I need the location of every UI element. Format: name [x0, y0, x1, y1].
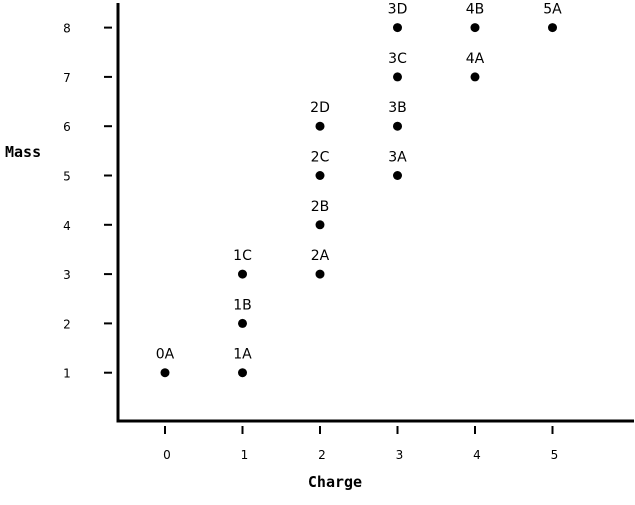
- data-point-2d: [315, 121, 325, 131]
- y-tick-label: 2: [63, 317, 71, 331]
- data-point-2b: [315, 220, 325, 230]
- data-label-1a: 1A: [233, 347, 252, 363]
- y-tick-label: 1: [63, 367, 71, 381]
- data-label-5a: 5A: [543, 2, 562, 18]
- data-point-2a: [315, 269, 325, 279]
- data-point-3a: [393, 171, 402, 180]
- data-label-1b: 1B: [233, 297, 252, 313]
- data-points: 0A 1A 1B 1C 2A 2B 2C 2D 3A 3B 3C 3D 4A 4B 5A: [156, 2, 562, 378]
- data-point-2c: [315, 171, 325, 180]
- data-label-4a: 4A: [466, 51, 485, 67]
- data-label-2a: 2A: [311, 248, 330, 264]
- data-point-1a: [238, 368, 247, 378]
- data-label-2d: 2D: [310, 100, 330, 116]
- y-tick-label: 7: [63, 71, 71, 85]
- data-point-3b: [393, 121, 402, 131]
- data-label-2b: 2B: [311, 199, 330, 215]
- data-point-3c: [393, 72, 402, 82]
- y-ticks: 1 2 3 4 5 6 7 8: [63, 22, 112, 381]
- y-tick-label: 3: [63, 268, 71, 282]
- x-tick-label: 3: [396, 448, 404, 462]
- data-point-1c: [238, 269, 247, 279]
- data-point-4a: [470, 72, 480, 82]
- y-tick-label: 5: [63, 170, 71, 184]
- x-tick-label: 4: [473, 448, 481, 462]
- data-label-2c: 2C: [311, 150, 330, 166]
- data-label-3b: 3B: [388, 100, 407, 116]
- y-tick-label: 4: [63, 219, 71, 233]
- data-point-4b: [470, 23, 480, 33]
- x-tick-label: 2: [318, 448, 326, 462]
- x-tick-label: 1: [241, 448, 249, 462]
- data-point-5a: [548, 23, 557, 33]
- data-label-3c: 3C: [388, 51, 407, 67]
- x-axis-title: Charge: [308, 473, 362, 491]
- data-label-4b: 4B: [466, 2, 485, 18]
- y-axis-title: Mass: [5, 143, 41, 161]
- y-tick-label: 6: [63, 120, 71, 134]
- data-label-3d: 3D: [388, 2, 408, 18]
- x-ticks: 0 1 2 3 4 5: [163, 426, 558, 462]
- data-label-0a: 0A: [156, 347, 175, 363]
- data-point-0a: [160, 368, 170, 378]
- data-point-1b: [238, 318, 247, 328]
- x-tick-label: 0: [163, 448, 171, 462]
- data-label-3a: 3A: [388, 150, 407, 166]
- axes: [116, 3, 634, 423]
- data-label-1c: 1C: [233, 248, 252, 264]
- data-point-3d: [393, 23, 402, 33]
- x-tick-label: 5: [551, 448, 559, 462]
- y-tick-label: 8: [63, 22, 71, 36]
